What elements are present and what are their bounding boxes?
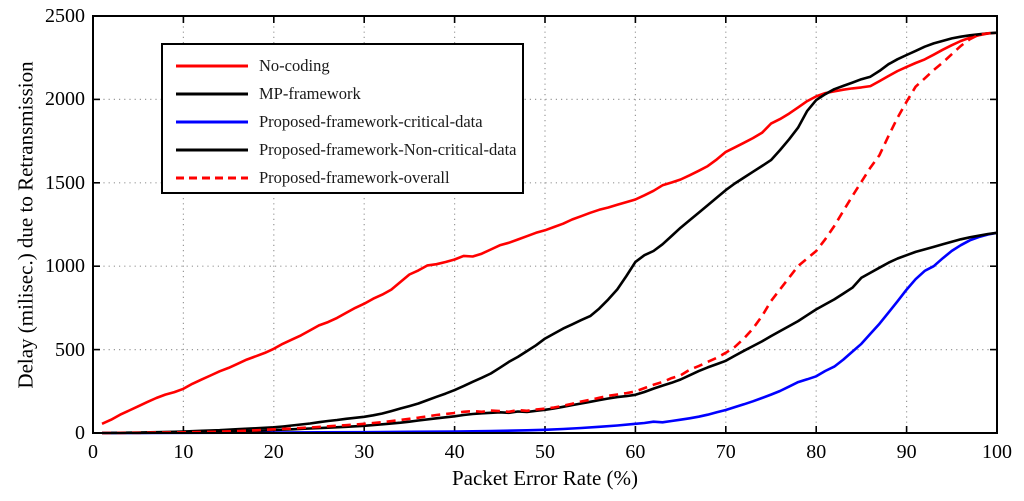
- y-tick-label: 2000: [45, 88, 85, 111]
- legend: No-coding MP-framework Proposed-framework-…: [161, 43, 524, 194]
- axes-frame: [92, 15, 998, 434]
- legend-label: Proposed-framework-overall: [259, 168, 450, 187]
- y-tick-label: 1000: [45, 255, 85, 278]
- x-tick-label: 0: [88, 441, 98, 463]
- series-line-Proposed-framework-critical-data: [102, 231, 998, 435]
- legend-item-3: Proposed-framework-critical-data: [175, 108, 514, 136]
- series-line-No-coding: [101, 31, 998, 425]
- y-tick-label: 500: [55, 338, 85, 361]
- series-line-Proposed-framework-overall: [101, 31, 998, 435]
- x-tick-label: 60: [625, 441, 646, 463]
- y-tick-label: 2500: [45, 5, 85, 27]
- legend-item-4: Proposed-framework-Non-critical-data: [175, 136, 517, 164]
- legend-label: No-coding: [259, 56, 330, 75]
- x-tick-label: 80: [806, 441, 827, 463]
- legend-line-sample: [176, 120, 248, 124]
- series-line-MP-framework: [101, 31, 998, 435]
- x-tick-label: 50: [535, 441, 555, 463]
- x-axis-label: Packet Error Rate (%): [452, 466, 638, 490]
- x-tick-label: 70: [715, 441, 736, 463]
- x-tick-label: 30: [354, 441, 375, 463]
- legend-line-sample: [176, 92, 248, 96]
- legend-label: MP-framework: [259, 84, 361, 103]
- series-line-Proposed-framework-Non-critical-data: [101, 231, 998, 435]
- legend-label: Proposed-framework-Non-critical-data: [259, 140, 517, 159]
- legend-item-2: MP-framework: [175, 80, 514, 108]
- x-tick-label: 10: [173, 441, 194, 463]
- x-tick-label: 100: [982, 441, 1012, 463]
- legend-line-sample: [176, 64, 248, 68]
- legend-label: Proposed-framework-critical-data: [259, 112, 483, 131]
- legend-line-sample: [176, 176, 248, 180]
- y-tick-label: 1500: [45, 171, 85, 194]
- y-tick-label: 0: [75, 422, 85, 444]
- x-tick-label: 20: [263, 441, 284, 463]
- x-tick-label: 40: [444, 441, 465, 463]
- legend-item-5: Proposed-framework-overall: [175, 164, 514, 192]
- x-tick-label: 90: [896, 441, 917, 463]
- legend-line-sample: [176, 148, 248, 152]
- legend-item-1: No-coding: [175, 52, 514, 80]
